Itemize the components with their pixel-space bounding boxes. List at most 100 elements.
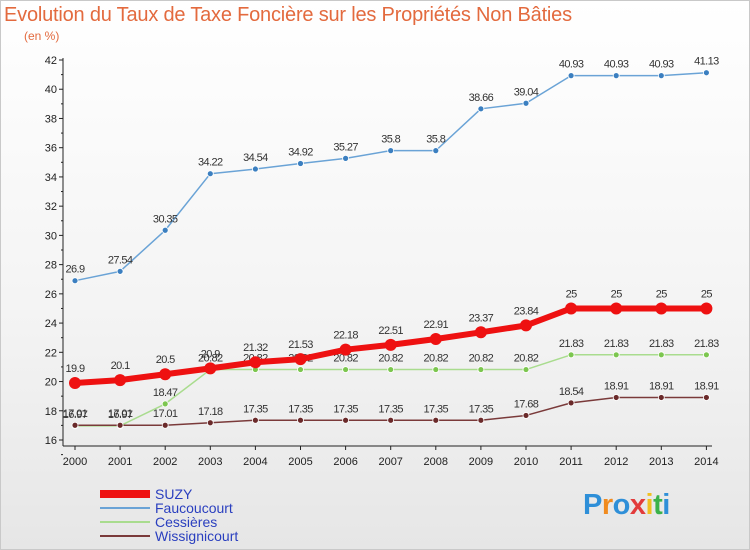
data-point-wissignicourt [612, 394, 620, 401]
data-label-faucoucourt: 34.22 [198, 157, 223, 169]
data-label-wissignicourt: 17.01 [153, 408, 178, 420]
data-label-wissignicourt: 17.68 [514, 398, 539, 410]
data-point-cessieres [161, 400, 169, 408]
data-point-faucoucourt [703, 69, 710, 77]
y-tick-label: 24 [45, 318, 57, 330]
x-tick-label: 2003 [198, 456, 222, 468]
data-label-suzy: 22.51 [378, 325, 403, 337]
data-label-wissignicourt: 18.54 [559, 386, 584, 398]
data-label-cessieres: 20.82 [514, 353, 539, 365]
data-point-cessieres [567, 351, 575, 359]
data-point-faucoucourt [387, 147, 395, 155]
data-label-cessieres: 20.82 [424, 353, 449, 365]
data-point-cessieres [703, 351, 710, 359]
logo-letter: i [645, 489, 654, 521]
data-label-suzy: 21.53 [288, 339, 313, 351]
y-tick-label: 42 [45, 55, 57, 67]
data-point-suzy [565, 302, 578, 315]
data-label-suzy: 20.9 [201, 348, 220, 360]
data-point-cessieres [477, 366, 485, 373]
data-label-faucoucourt: 35.8 [426, 134, 445, 146]
data-point-faucoucourt [477, 105, 485, 113]
data-point-wissignicourt [161, 421, 169, 429]
data-point-suzy [384, 338, 397, 351]
data-label-suzy: 22.91 [424, 319, 449, 331]
y-tick-label: 34 [45, 172, 57, 184]
data-point-suzy [114, 374, 127, 387]
data-point-cessieres [297, 366, 304, 373]
data-label-suzy: 23.84 [514, 305, 539, 317]
y-tick-label: 18 [45, 406, 57, 418]
legend-swatch-suzy [100, 490, 150, 498]
x-tick-label: 2002 [153, 456, 177, 468]
data-point-faucoucourt [161, 226, 169, 234]
data-label-wissignicourt: 17.01 [63, 408, 88, 420]
data-point-wissignicourt [206, 419, 214, 427]
data-label-faucoucourt: 39.04 [514, 86, 539, 98]
chart-title: Evolution du Taux de Taxe Foncière sur l… [4, 4, 572, 26]
x-tick-label: 2007 [378, 456, 402, 468]
data-point-faucoucourt [71, 277, 79, 285]
x-tick-label: 2013 [649, 456, 673, 468]
x-tick-label: 2011 [559, 456, 583, 468]
x-tick-label: 2004 [243, 456, 267, 468]
y-tick-label: 40 [45, 84, 57, 96]
data-point-faucoucourt [342, 154, 350, 162]
data-label-faucoucourt: 40.93 [559, 59, 584, 71]
y-tick-label: 38 [45, 113, 57, 125]
data-point-faucoucourt [206, 170, 214, 178]
data-label-suzy: 20.1 [111, 360, 130, 372]
data-label-suzy: 21.32 [243, 342, 268, 354]
data-label-suzy: 20.5 [156, 354, 175, 366]
legend-label-suzy: SUZY [155, 486, 193, 502]
data-point-faucoucourt [297, 160, 304, 167]
legend-swatch-cessieres [100, 521, 150, 523]
data-point-suzy [474, 326, 487, 339]
data-point-wissignicourt [522, 412, 530, 419]
x-tick-label: 2006 [333, 456, 357, 468]
data-point-cessieres [657, 351, 665, 359]
data-point-suzy [700, 302, 713, 315]
data-label-cessieres: 20.82 [378, 353, 403, 365]
y-tick-label: 22 [45, 347, 57, 359]
data-point-suzy [204, 362, 217, 375]
data-label-wissignicourt: 17.35 [288, 403, 313, 415]
data-label-cessieres: 16.97 [63, 409, 88, 421]
data-point-cessieres [387, 366, 395, 373]
data-label-cessieres: 16.97 [108, 409, 133, 421]
legend-swatch-wissignicourt [100, 535, 150, 537]
data-point-faucoucourt [657, 72, 665, 80]
logo-letter: x [629, 489, 646, 521]
data-point-suzy [429, 333, 442, 346]
x-tick-label: 2005 [288, 456, 312, 468]
data-label-faucoucourt: 26.9 [65, 264, 84, 276]
data-label-wissignicourt: 17.18 [198, 406, 223, 418]
data-point-faucoucourt [612, 72, 620, 80]
data-label-cessieres: 21.83 [604, 338, 629, 350]
data-label-cessieres: 18.47 [153, 387, 178, 399]
data-label-suzy: 25 [656, 288, 668, 300]
data-point-wissignicourt [567, 399, 575, 407]
data-point-wissignicourt [297, 416, 304, 424]
legend-label-faucoucourt: Faucoucourt [155, 500, 233, 516]
data-label-cessieres: 20.82 [333, 353, 358, 365]
data-point-wissignicourt [251, 416, 259, 424]
legend-label-wissignicourt: Wissignicourt [155, 528, 239, 544]
data-point-wissignicourt [657, 394, 665, 401]
data-point-suzy [610, 302, 623, 315]
y-tick-label: 20 [45, 377, 57, 389]
data-point-faucoucourt [251, 165, 259, 173]
data-point-wissignicourt [342, 416, 350, 424]
legend-label-cessieres: Cessières [155, 514, 218, 530]
y-tick-label: 26 [45, 289, 57, 301]
data-label-cessieres: 21.83 [559, 338, 584, 350]
data-label-wissignicourt: 17.35 [378, 403, 403, 415]
data-point-cessieres [612, 351, 620, 359]
x-tick-label: 2010 [514, 456, 538, 468]
data-point-suzy [69, 377, 81, 389]
data-label-cessieres: 20.82 [198, 353, 223, 365]
x-tick-label: 2014 [694, 456, 718, 468]
y-tick-label: 36 [45, 143, 57, 155]
data-point-wissignicourt [477, 416, 485, 424]
legend-swatch-faucoucourt [100, 507, 150, 509]
